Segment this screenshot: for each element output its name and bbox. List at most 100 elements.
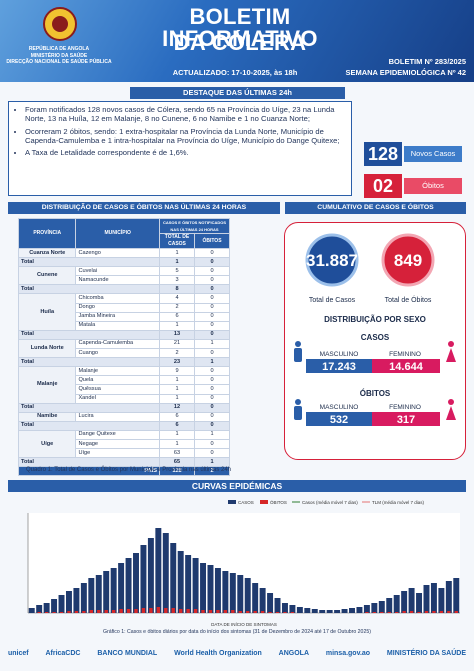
table-row: Quela 1 0	[19, 375, 230, 386]
female-bar	[372, 412, 440, 426]
case-bar	[378, 601, 385, 613]
death-bar	[223, 610, 228, 613]
death-bar	[171, 608, 175, 613]
female-icon	[446, 341, 456, 362]
cell: 9	[159, 366, 195, 377]
death-bar	[59, 612, 64, 613]
female-label: FEMININO	[389, 351, 421, 358]
case-bar	[140, 545, 147, 613]
partner-logo: AfricaCDC	[45, 649, 81, 657]
death-bar	[253, 611, 257, 613]
cell: Total	[18, 329, 160, 340]
case-bar	[334, 610, 341, 613]
case-bar	[393, 595, 400, 613]
death-bar	[238, 611, 242, 613]
cell: Malanje	[75, 366, 160, 377]
cell: 13	[159, 329, 195, 340]
cases-female: 14.644	[389, 361, 424, 373]
cell: Cunene	[17, 266, 77, 286]
cell: 1	[159, 438, 195, 450]
cell: 12	[159, 402, 195, 413]
male-bar	[306, 359, 372, 373]
case-bar	[363, 605, 370, 613]
total-deaths: 849	[394, 251, 422, 270]
cell: Dongo	[75, 302, 160, 313]
case-bar	[274, 598, 281, 613]
case-bar	[430, 583, 437, 613]
death-bar	[37, 612, 41, 613]
case-bar	[341, 609, 348, 613]
cell: 0	[194, 366, 230, 377]
cell: 0	[194, 448, 230, 459]
group-header: CASOS E ÓBITOS NOTIFICADOS NAS ÚLTIMAS 2…	[159, 218, 230, 234]
death-bar	[208, 610, 213, 613]
male-label: MASCULINO	[320, 404, 359, 411]
table-row: Total 23 1	[18, 357, 230, 368]
col-header: MUNICÍPIO	[75, 218, 160, 249]
cell: 0	[194, 393, 230, 404]
cell: 1	[159, 247, 195, 259]
table-row: Total 13 0	[18, 329, 230, 340]
table-row: Total 1 0	[18, 257, 230, 268]
total-cases-label: Total de Casos	[309, 297, 356, 304]
death-bar	[119, 609, 123, 613]
death-bar	[365, 612, 369, 613]
cell: Total	[18, 284, 160, 295]
table-row: Cuango 2 0	[19, 348, 230, 359]
case-bar	[386, 598, 393, 613]
case-bar	[200, 563, 207, 613]
cell: 0	[194, 284, 230, 295]
cell: 0	[194, 438, 230, 450]
case-bar	[125, 558, 132, 613]
col-header: ÓBITOS	[194, 233, 230, 249]
case-bar	[349, 608, 355, 613]
case-bar	[237, 575, 244, 613]
cell: Total	[18, 402, 160, 413]
table-row: Xandel 1 0	[19, 393, 230, 404]
cell: 8	[159, 284, 195, 295]
header: REPÚBLICA DE ANGOLA MINISTÉRIO DA SAÚDE …	[0, 0, 474, 82]
cell: 1	[159, 429, 195, 440]
death-bar	[380, 612, 384, 613]
total-cases: 31.887	[306, 251, 358, 270]
legend-label: CASOS	[238, 500, 254, 505]
cumulative-graphic: 31.887 849 Total de Casos Total de Óbito…	[294, 233, 456, 426]
case-bar	[416, 593, 423, 613]
death-bar	[275, 612, 280, 613]
case-bar	[58, 595, 65, 613]
death-bar	[89, 610, 93, 613]
highlights-title: DESTAQUE DAS ÚLTIMAS 24h	[130, 87, 345, 99]
cases-title: CASOS	[361, 333, 390, 342]
case-bar	[371, 603, 378, 613]
death-bar	[97, 610, 101, 613]
cell: Total	[18, 420, 160, 431]
table-row: Total 6 0	[18, 420, 230, 431]
cell: 0	[194, 293, 230, 304]
death-bar	[231, 610, 235, 613]
legend-label: ÓBITOS	[270, 499, 287, 505]
cell: Lucira	[75, 411, 160, 422]
case-bar	[36, 605, 43, 613]
legend-label: TLM (média móvel 7 dias)	[372, 500, 425, 505]
case-bar	[65, 591, 72, 613]
table-row: Dongo 2 0	[19, 302, 230, 313]
section-title: CURVAS EPIDÉMICAS	[8, 480, 466, 492]
death-bar	[149, 608, 153, 613]
cell: 2	[194, 466, 230, 477]
death-bar	[268, 612, 272, 613]
table-row: Uíge Dange Quitexe 1 1	[17, 429, 230, 459]
section-title: CUMULATIVO DE CASOS E ÓBITOS	[285, 202, 466, 214]
cell: 0	[194, 402, 230, 413]
case-bar	[73, 588, 80, 613]
partner-logo: MINISTÉRIO DA SAÚDE	[386, 649, 466, 657]
male-bar	[306, 412, 372, 426]
cell: 0	[194, 302, 230, 313]
case-bar	[207, 565, 214, 613]
cell: 63	[159, 448, 195, 459]
table-row: Huíla Chicomba 4 0	[17, 293, 230, 331]
death-bar	[201, 610, 205, 613]
cell: Total	[18, 257, 160, 268]
case-bar	[88, 578, 95, 613]
cell: Cazengo	[75, 247, 160, 259]
deaths-female: 317	[397, 414, 415, 426]
